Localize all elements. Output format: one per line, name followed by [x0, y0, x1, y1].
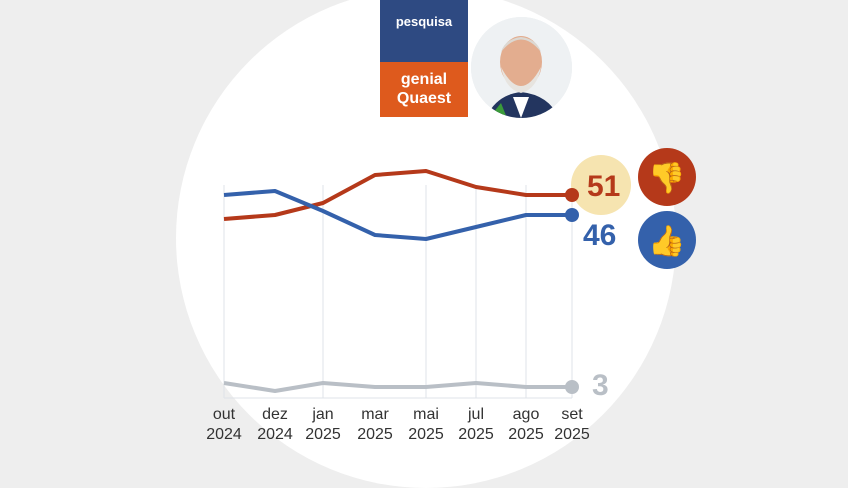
- series-line-nao-sabe: [223, 381, 572, 393]
- series-line-desaprova: [223, 169, 572, 221]
- x-tick-label: mar: [361, 406, 389, 423]
- logo-quaest: Quaest: [396, 90, 452, 107]
- x-tick-label: jan: [311, 406, 333, 423]
- end-label-aprova: 46: [583, 219, 616, 252]
- x-tick-label: 2025: [554, 426, 590, 443]
- end-label-desaprova: 51: [587, 170, 620, 203]
- highlight-circle: [571, 155, 631, 215]
- x-tick-label: 2025: [408, 426, 444, 443]
- x-tick-label: 2025: [458, 426, 494, 443]
- svg-text:👎: 👎: [648, 161, 685, 196]
- x-tick-label: 2024: [257, 426, 293, 443]
- logo-genial-quaest: genial Quaest: [380, 62, 468, 117]
- portrait-photo: [471, 17, 572, 118]
- end-point-desaprova: [565, 188, 579, 202]
- x-tick-label: 2025: [357, 426, 393, 443]
- x-tick-label: mai: [413, 406, 439, 423]
- x-tick-label: out: [213, 406, 236, 423]
- logo-pesquisa: pesquisa: [380, 0, 468, 62]
- x-tick-label: dez: [262, 406, 288, 423]
- end-point-nao-sabe: [565, 380, 579, 394]
- x-tick-label: jul: [467, 406, 484, 423]
- end-label-nao-sabe: 3: [592, 369, 609, 402]
- quaest-logo: pesquisa genial Quaest: [380, 0, 468, 117]
- x-tick-label: set: [561, 406, 583, 423]
- line-chart: out 2024 dez 2024 jan 2025 mar 2025 mai 2025 jul 20…: [206, 148, 696, 443]
- end-point-aprova: [565, 208, 579, 222]
- x-tick-label: ago: [513, 406, 540, 423]
- x-tick-label: 2024: [206, 426, 242, 443]
- series-line-aprova: [223, 189, 572, 241]
- logo-genial: genial: [400, 71, 448, 88]
- thumbs-down-icon: 👎: [638, 148, 696, 206]
- x-tick-label: 2025: [508, 426, 544, 443]
- thumbs-up-icon: 👍: [638, 211, 696, 269]
- x-tick-label: 2025: [305, 426, 341, 443]
- svg-text:👍: 👍: [648, 223, 685, 259]
